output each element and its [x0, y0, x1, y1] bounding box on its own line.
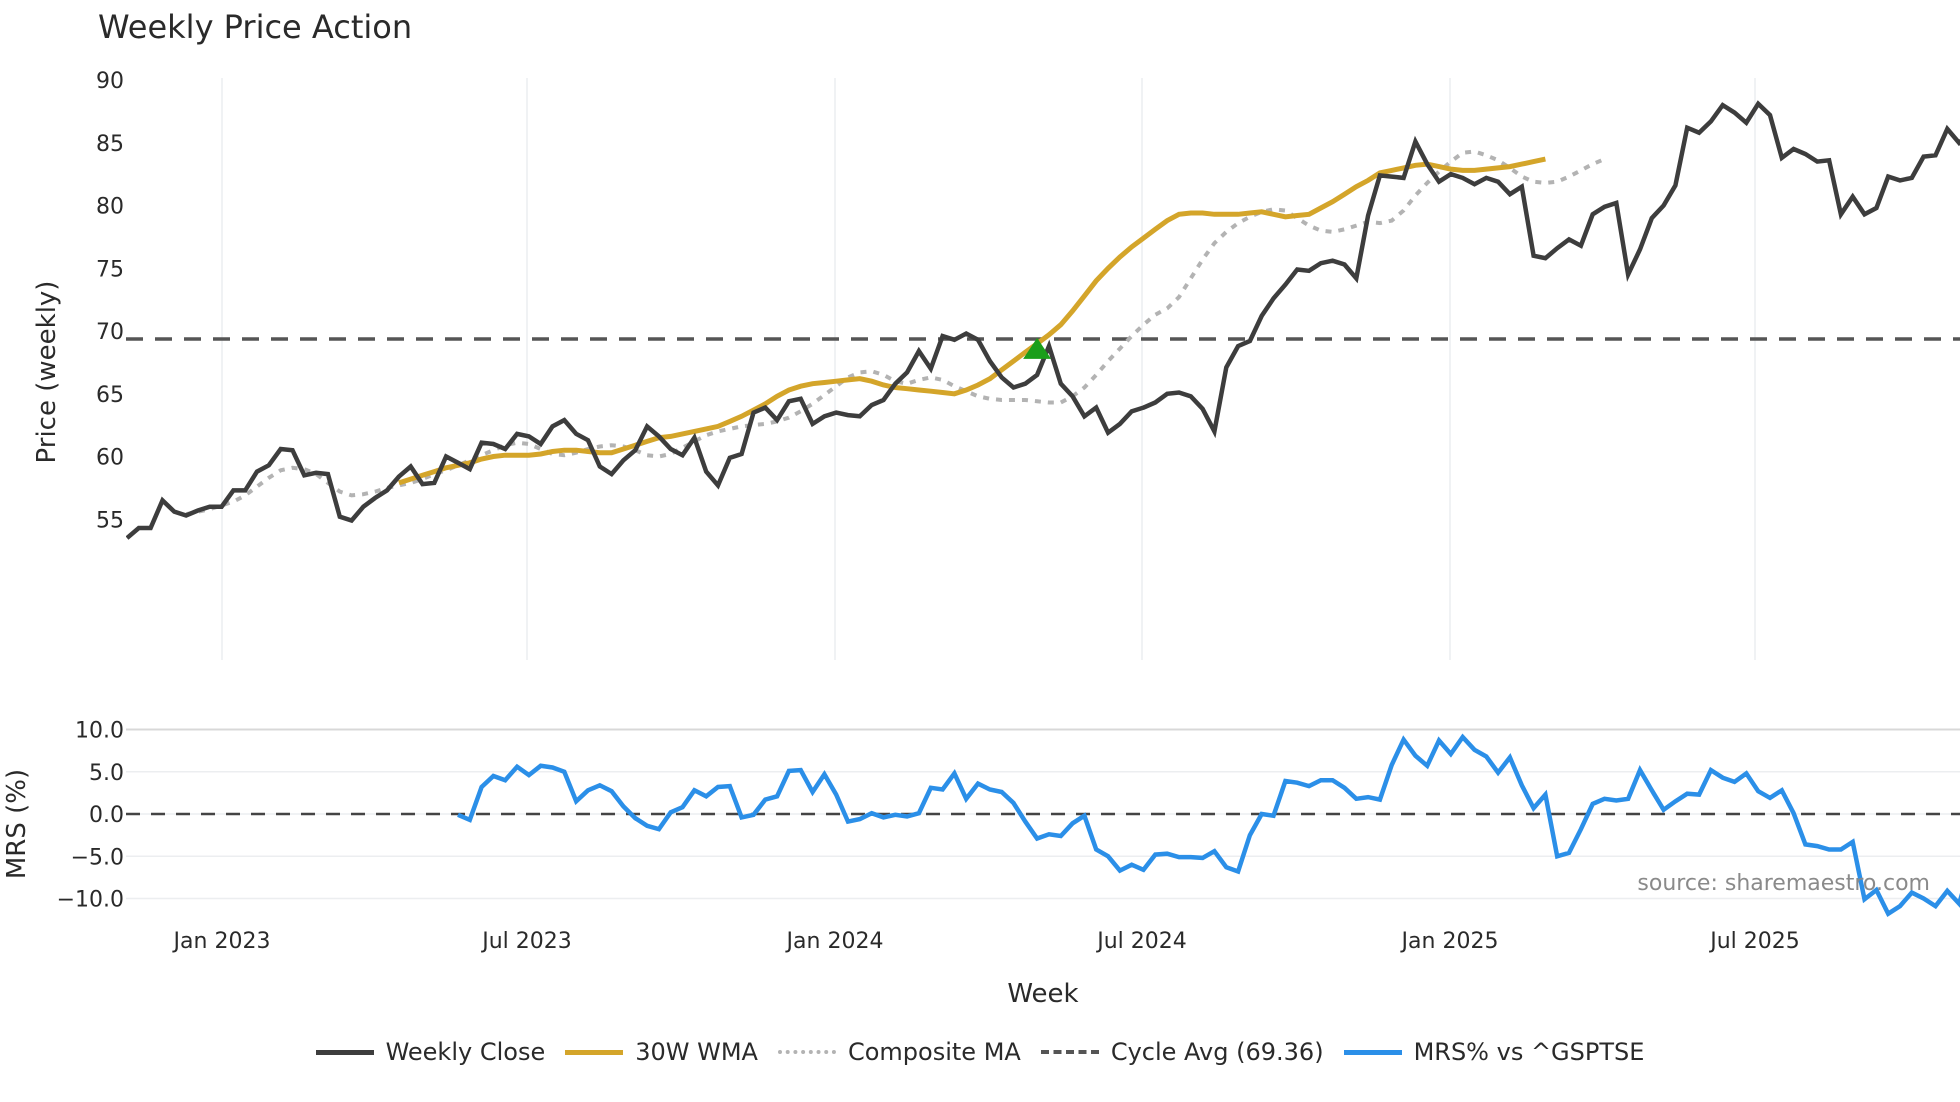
x-tick-label: Jan 2025	[1400, 929, 1499, 954]
y-tick-label: 70	[96, 320, 124, 345]
legend-label: Cycle Avg (69.36)	[1110, 1038, 1324, 1066]
mrs-line	[457, 733, 1960, 917]
y-tick-label: 90	[96, 69, 124, 94]
legend-item-composite-ma[interactable]: Composite MA	[777, 1038, 1021, 1066]
legend-swatch-solid-icon	[1343, 1049, 1402, 1055]
x-tick-label: Jul 2023	[480, 929, 572, 954]
chart-title: Weekly Price Action	[98, 8, 413, 46]
legend-swatch-dotted-icon	[777, 1050, 836, 1054]
legend-label: MRS% vs ^GSPTSE	[1413, 1038, 1645, 1066]
y-tick-label: 80	[96, 195, 124, 220]
weekly-close-line	[126, 100, 1960, 540]
source-watermark: source: sharemaestro.com	[1637, 871, 1930, 896]
legend-swatch-solid-icon	[565, 1049, 624, 1055]
y-tick-label: 75	[96, 257, 124, 282]
legend-item-mrs[interactable]: MRS% vs ^GSPTSE	[1343, 1038, 1645, 1066]
composite-ma-line	[185, 149, 1606, 517]
y-tick-label: 85	[96, 132, 124, 157]
legend-label: Weekly Close	[385, 1038, 546, 1066]
y-tick-label: 0.0	[89, 803, 124, 828]
x-tick-label: Jul 2025	[1708, 929, 1800, 954]
y-axis-title: Price (weekly)	[32, 281, 62, 464]
wma-30w-line	[398, 156, 1546, 486]
buy-signal-triangle-icon	[1023, 337, 1052, 359]
x-axis-title: Week	[1007, 979, 1078, 1009]
legend-item-30w-wma[interactable]: 30W WMA	[565, 1038, 758, 1066]
legend-item-cycle-avg[interactable]: Cycle Avg (69.36)	[1040, 1038, 1324, 1066]
x-tick-label: Jan 2024	[785, 929, 884, 954]
y-tick-label: 55	[96, 508, 124, 533]
legend-label: 30W WMA	[635, 1038, 758, 1066]
y-tick-label: 5.0	[89, 761, 124, 786]
y-axis-title: MRS (%)	[2, 769, 32, 879]
y-tick-label: 65	[96, 383, 124, 408]
legend-label: Composite MA	[847, 1038, 1021, 1066]
legend: Weekly Close 30W WMA Composite MA Cycle …	[0, 1038, 1960, 1066]
y-tick-label: −10.0	[57, 888, 124, 913]
y-tick-label: 10.0	[75, 719, 124, 744]
legend-item-weekly-close[interactable]: Weekly Close	[315, 1038, 546, 1066]
y-tick-label: 60	[96, 446, 124, 471]
legend-swatch-solid-icon	[315, 1049, 374, 1055]
legend-swatch-dashed-icon	[1040, 1050, 1099, 1054]
x-tick-label: Jan 2023	[172, 929, 271, 954]
x-tick-label: Jul 2024	[1095, 929, 1187, 954]
y-tick-label: −5.0	[71, 845, 124, 870]
